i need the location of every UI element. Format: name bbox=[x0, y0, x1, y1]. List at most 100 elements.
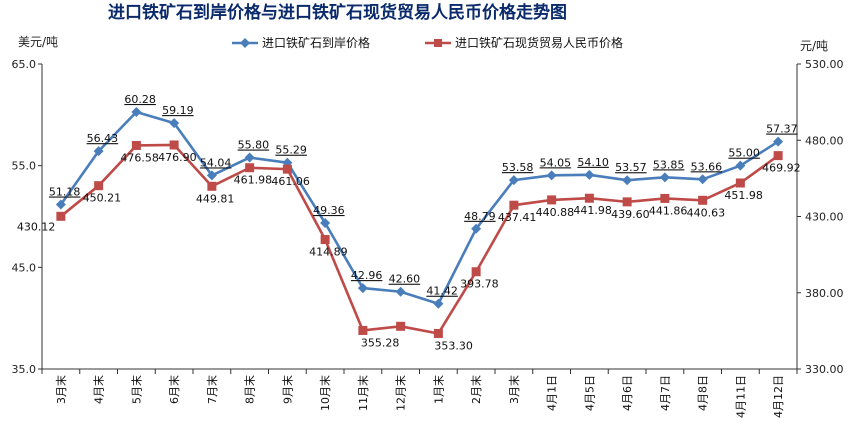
data-point bbox=[660, 193, 670, 203]
left-axis-unit: 美元/吨 bbox=[18, 35, 58, 49]
data-point bbox=[396, 321, 406, 331]
x-tick-label: 4月6日 bbox=[621, 375, 634, 411]
data-label: 42.96 bbox=[351, 269, 383, 282]
data-point bbox=[509, 200, 519, 210]
x-tick-label: 4月1日 bbox=[546, 375, 559, 411]
data-point bbox=[357, 283, 368, 294]
data-point bbox=[131, 140, 141, 150]
data-point bbox=[433, 328, 443, 338]
data-label: 51.18 bbox=[49, 186, 81, 199]
x-tick-label: 5月末 bbox=[129, 375, 143, 404]
data-label: 461.98 bbox=[234, 174, 273, 187]
data-point bbox=[395, 286, 406, 297]
data-label: 53.66 bbox=[691, 160, 723, 173]
data-point bbox=[622, 197, 632, 207]
right-tick-label: 330.00 bbox=[805, 363, 844, 376]
data-point bbox=[169, 118, 180, 129]
data-point bbox=[698, 195, 708, 205]
right-axis-unit: 元/吨 bbox=[800, 39, 828, 53]
right-tick-label: 530.00 bbox=[805, 58, 844, 71]
data-point bbox=[622, 175, 633, 186]
data-point bbox=[94, 181, 104, 191]
chart-title: 进口铁矿石到岸价格与进口铁矿石现货贸易人民币价格走势图 bbox=[108, 2, 567, 23]
data-point bbox=[56, 211, 66, 221]
data-point bbox=[207, 181, 217, 191]
data-label: 54.04 bbox=[200, 156, 232, 169]
left-tick-label: 35.0 bbox=[12, 363, 37, 376]
data-point bbox=[282, 164, 292, 174]
data-label: 440.63 bbox=[687, 206, 726, 219]
data-point bbox=[697, 174, 708, 185]
data-label: 450.21 bbox=[83, 192, 122, 205]
data-point bbox=[55, 199, 66, 210]
x-tick-label: 12月末 bbox=[394, 375, 408, 411]
data-label: 53.85 bbox=[653, 158, 685, 171]
x-tick-label: 7月末 bbox=[205, 375, 219, 404]
data-point bbox=[546, 170, 557, 181]
data-point bbox=[433, 298, 444, 309]
data-label: 449.81 bbox=[196, 192, 235, 205]
data-point bbox=[320, 218, 331, 229]
x-tick-label: 6月末 bbox=[167, 375, 181, 404]
legend-label: 进口铁矿石到岸价格 bbox=[262, 35, 370, 50]
data-label: 461.06 bbox=[271, 175, 310, 188]
data-label: 48.79 bbox=[464, 210, 496, 223]
legend-marker bbox=[434, 39, 442, 47]
series-line bbox=[60, 143, 779, 335]
right-tick-label: 480.00 bbox=[805, 134, 844, 147]
data-label: 55.29 bbox=[275, 144, 307, 157]
data-label: 53.58 bbox=[502, 161, 534, 174]
data-label: 451.98 bbox=[724, 189, 763, 202]
series-line bbox=[59, 110, 779, 306]
data-label: 56.43 bbox=[87, 132, 119, 145]
data-label: 441.98 bbox=[573, 204, 612, 217]
data-label: 469.92 bbox=[762, 162, 801, 175]
x-tick-label: 4月11日 bbox=[734, 375, 747, 418]
data-label: 54.10 bbox=[577, 156, 609, 169]
x-tick-label: 1月末 bbox=[431, 375, 445, 404]
data-point bbox=[206, 170, 217, 181]
legend-marker bbox=[240, 38, 250, 48]
data-point bbox=[773, 151, 783, 161]
data-point bbox=[773, 136, 784, 147]
x-tick-label: 3月末 bbox=[507, 375, 521, 404]
x-tick-label: 4月12日 bbox=[772, 375, 785, 418]
data-label: 441.86 bbox=[649, 204, 688, 217]
left-tick-label: 65.0 bbox=[12, 58, 37, 71]
right-tick-label: 380.00 bbox=[805, 287, 844, 300]
left-tick-label: 45.0 bbox=[12, 261, 37, 274]
data-point bbox=[358, 325, 368, 335]
series-layer bbox=[55, 106, 784, 338]
data-label: 59.19 bbox=[162, 104, 194, 117]
data-label: 430.12 bbox=[17, 220, 56, 233]
data-point bbox=[508, 175, 519, 186]
data-point bbox=[547, 195, 557, 205]
data-label: 440.88 bbox=[536, 206, 575, 219]
legend: 进口铁矿石到岸价格 进口铁矿石现货贸易人民币价格 bbox=[232, 35, 623, 50]
data-point bbox=[584, 169, 595, 180]
x-tick-label: 2月末 bbox=[469, 375, 483, 404]
x-tick-label: 4月8日 bbox=[697, 375, 710, 411]
data-point bbox=[245, 163, 255, 173]
x-tick-label: 4月末 bbox=[92, 375, 106, 404]
data-label: 54.05 bbox=[540, 156, 572, 169]
data-label: 355.28 bbox=[361, 336, 400, 349]
data-label: 49.36 bbox=[313, 204, 345, 217]
data-label: 476.58 bbox=[120, 151, 159, 164]
data-label: 353.30 bbox=[434, 339, 473, 352]
data-label: 60.28 bbox=[124, 93, 156, 106]
x-tick-label: 4月7日 bbox=[659, 375, 672, 411]
data-point bbox=[584, 193, 594, 203]
data-label: 439.60 bbox=[611, 208, 650, 221]
x-tick-label: 8月末 bbox=[243, 375, 257, 404]
data-label: 57.37 bbox=[766, 123, 798, 136]
data-label: 41.42 bbox=[426, 285, 458, 298]
data-labels: 51.18 56.43 60.28 59.19 54.04 55.80 55.29 49.36… bbox=[17, 93, 801, 352]
x-tick-label: 4月5日 bbox=[583, 375, 596, 411]
legend-label: 进口铁矿石现货贸易人民币价格 bbox=[455, 35, 623, 50]
data-point bbox=[735, 160, 746, 171]
data-point bbox=[471, 267, 481, 277]
left-tick-label: 55.0 bbox=[12, 160, 37, 173]
